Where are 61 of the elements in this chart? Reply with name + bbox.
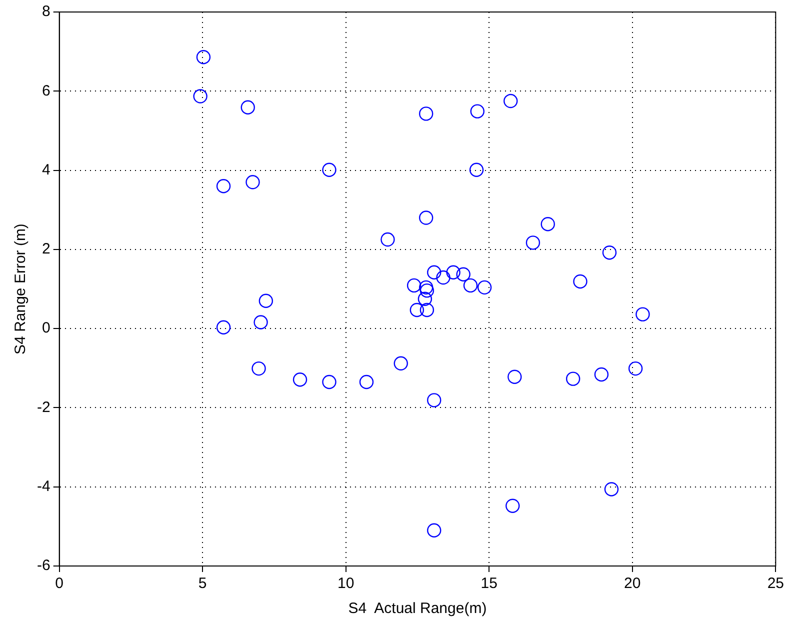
point [394, 356, 408, 370]
x-tick-label: 10 [338, 575, 354, 592]
y-tick-label: 2 [42, 240, 50, 258]
y-tick-label: 0 [42, 320, 50, 337]
point [427, 523, 442, 538]
point [477, 280, 492, 295]
point [427, 393, 442, 408]
point [410, 302, 424, 318]
point [216, 179, 231, 194]
point [506, 498, 520, 513]
point [380, 232, 395, 247]
point [446, 265, 460, 280]
point [418, 292, 432, 306]
point [252, 361, 266, 376]
point [456, 267, 470, 282]
point [508, 370, 522, 384]
x-tick-label: 20 [624, 575, 641, 592]
point [246, 175, 260, 190]
point [469, 162, 484, 177]
y-tick-label: 8 [42, 3, 50, 20]
point [418, 280, 434, 295]
point [628, 361, 643, 376]
y-tick-label: 4 [42, 161, 50, 178]
point [240, 100, 255, 114]
x-tick-label: 5 [198, 575, 207, 592]
point [526, 236, 540, 250]
point [573, 274, 588, 289]
point [594, 367, 609, 382]
point [216, 320, 231, 334]
point [418, 106, 434, 121]
point [359, 374, 374, 390]
point [322, 374, 336, 390]
point [470, 104, 484, 118]
y-tick-label: -4 [36, 478, 50, 495]
y-axis-title: S4 Range Error (m) [12, 224, 30, 354]
x-tick-label: 0 [55, 575, 64, 592]
point [463, 278, 478, 293]
x-axis-title: S4 Actual Range(m) [348, 600, 487, 618]
point [406, 278, 422, 293]
point [292, 372, 308, 387]
point [504, 94, 518, 108]
point [420, 302, 434, 318]
y-tick-label: -6 [36, 557, 50, 574]
point [322, 162, 336, 177]
point [636, 307, 650, 322]
x-tick-label: 15 [480, 575, 498, 592]
x-tick-label: 25 [767, 575, 784, 592]
point [436, 270, 450, 285]
point [540, 217, 555, 232]
point [602, 245, 617, 260]
y-tick-label: 6 [42, 82, 50, 100]
point [196, 50, 211, 64]
point [566, 372, 580, 386]
y-tick-label: -2 [36, 398, 50, 416]
point [604, 482, 619, 496]
point [418, 210, 434, 225]
point [420, 283, 434, 298]
point [193, 89, 208, 104]
point [254, 315, 268, 330]
point [258, 294, 274, 308]
point [427, 265, 442, 280]
